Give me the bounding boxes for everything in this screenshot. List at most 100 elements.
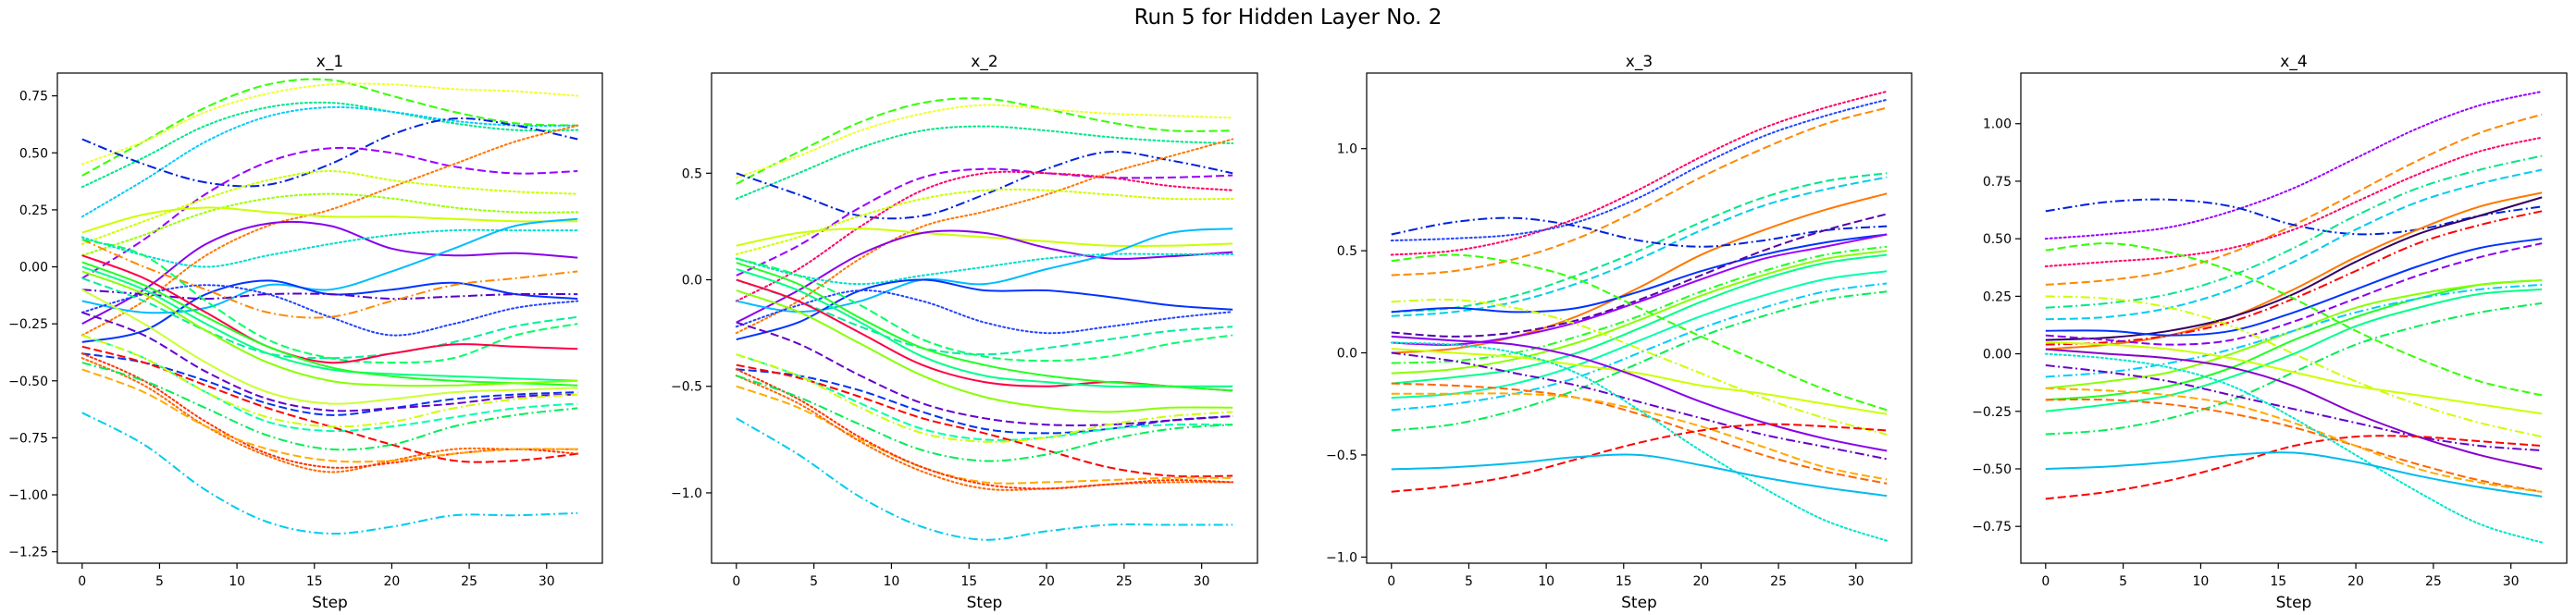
series-line-3 — [80, 101, 579, 189]
x-tick-label: 10 — [884, 574, 900, 589]
x-tick-label: 30 — [1194, 574, 1210, 589]
series-line-3 — [2045, 198, 2543, 236]
series-line-26 — [1391, 453, 1888, 498]
y-tick-label: −0.50 — [8, 375, 48, 389]
plot-frame — [1366, 72, 1913, 564]
series-line-10 — [2045, 238, 2543, 337]
series-line-13 — [2045, 288, 2543, 412]
y-tick-label: 1.0 — [1337, 142, 1357, 157]
series-group — [1390, 90, 1889, 542]
y-tick-label: −0.75 — [1972, 520, 2012, 535]
series-line-5 — [1391, 176, 1888, 317]
x-tick-label: 30 — [1848, 574, 1864, 589]
series-group — [735, 97, 1234, 541]
series-line-16 — [81, 289, 578, 301]
y-tick-label: −0.5 — [671, 380, 702, 395]
series-line-22 — [736, 321, 1233, 426]
y-tick-label: −0.5 — [1326, 449, 1357, 463]
series-line-16 — [736, 257, 1233, 363]
series-line-34 — [81, 412, 578, 535]
series-line-22 — [2045, 435, 2543, 500]
x-tick-label: 25 — [1116, 574, 1133, 589]
series-line-9 — [736, 228, 1233, 248]
x-tick-label: 15 — [1616, 574, 1632, 589]
series-line-14 — [1391, 245, 1888, 364]
series-line-18 — [2045, 341, 2543, 415]
y-tick-label: 0.75 — [19, 90, 48, 105]
y-tick-label: −0.50 — [1972, 462, 2012, 477]
series-line-4 — [736, 151, 1233, 220]
series-line-5 — [736, 167, 1233, 277]
series-line-20 — [736, 289, 1233, 413]
series-line-11 — [736, 228, 1233, 314]
series-line-24 — [2045, 387, 2543, 493]
series-line-22 — [1391, 382, 1888, 485]
y-tick-label: −1.0 — [671, 486, 702, 501]
x-tick-label: 10 — [1538, 574, 1554, 589]
series-line-2 — [2045, 113, 2543, 286]
series-line-19 — [2045, 295, 2543, 438]
series-group — [80, 78, 579, 535]
subplot-title: x_2 — [971, 53, 997, 71]
series-line-15 — [80, 284, 579, 337]
series-line-30 — [736, 417, 1233, 541]
series-line-10 — [736, 229, 1233, 324]
series-line-17 — [1391, 348, 1888, 415]
figure-title: Run 5 for Hidden Layer No. 2 — [1133, 6, 1443, 30]
series-line-18 — [1391, 253, 1888, 412]
series-line-33 — [81, 334, 578, 428]
series-line-17 — [2045, 242, 2543, 397]
series-line-29 — [736, 353, 1233, 443]
x-tick-label: 20 — [2347, 574, 2364, 589]
series-line-13 — [1391, 270, 1888, 400]
series-line-19 — [736, 262, 1233, 392]
y-tick-label: 0.25 — [19, 203, 48, 218]
x-tick-label: 20 — [1038, 574, 1055, 589]
series-line-1 — [736, 97, 1233, 185]
series-line-7 — [80, 124, 579, 337]
x-tick-label: 25 — [2425, 574, 2442, 589]
series-line-11 — [81, 220, 578, 326]
y-tick-label: −0.75 — [8, 431, 48, 446]
chart-x1: 0 5 10 15 20 25 30 −1.25 −1.00 −0.75 −0.50 −0.25 0.0… — [8, 53, 603, 612]
series-line-23 — [736, 353, 1233, 441]
x-axis-label: Step — [312, 594, 348, 612]
series-line-4 — [1391, 172, 1888, 314]
plot-frame — [711, 72, 1258, 564]
series-line-3 — [1391, 106, 1888, 277]
series-line-7 — [735, 138, 1234, 335]
series-line-27 — [81, 311, 578, 412]
x-tick-label: 25 — [461, 574, 477, 589]
plot-frame — [2020, 72, 2568, 564]
x-tick-label: 5 — [810, 574, 818, 589]
y-tick-label: 0.00 — [1983, 348, 2012, 363]
series-line-31 — [81, 368, 578, 463]
series-line-4 — [80, 105, 579, 218]
y-tick-label: 1.00 — [1983, 117, 2012, 132]
series-line-15 — [2045, 283, 2543, 378]
series-line-6 — [735, 170, 1234, 302]
y-tick-label: 0.50 — [19, 146, 48, 161]
series-line-1 — [81, 78, 578, 177]
x-tick-label: 20 — [384, 574, 401, 589]
series-line-2 — [80, 82, 579, 166]
series-line-27 — [735, 368, 1234, 490]
chart-x3: 0 5 10 15 20 25 30 −1.0 −0.5 0.0 0.5 1.0 x_3 Step — [1326, 53, 1913, 612]
x-tick-label: 0 — [1387, 574, 1395, 589]
series-line-6 — [81, 146, 578, 279]
series-line-24 — [81, 289, 578, 405]
series-line-21 — [81, 265, 578, 382]
series-line-24 — [1391, 423, 1888, 493]
series-line-32 — [81, 362, 578, 451]
series-line-22 — [81, 261, 578, 387]
series-line-19 — [81, 238, 578, 364]
y-tick-label: 0.5 — [682, 166, 702, 181]
y-tick-label: 0.00 — [19, 261, 48, 276]
series-line-11 — [1391, 253, 1888, 385]
subplot-title: x_3 — [1626, 53, 1653, 71]
series-line-21 — [1391, 351, 1888, 461]
series-line-2 — [735, 104, 1234, 178]
chart-x2: 0 5 10 15 20 25 30 −1.0 −0.5 0.0 0.5 x_2 Step — [671, 53, 1258, 612]
x-tick-label: 15 — [960, 574, 977, 589]
